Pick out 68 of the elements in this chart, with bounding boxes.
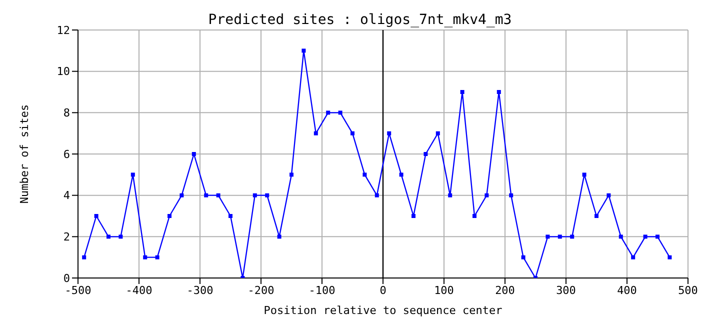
point: [606, 193, 611, 198]
y-tick-label: 10: [56, 65, 70, 78]
point: [546, 234, 550, 239]
point: [155, 255, 160, 260]
point: [594, 214, 598, 218]
point: [118, 234, 123, 239]
point: [460, 90, 464, 94]
point: [436, 131, 440, 136]
point: [643, 234, 648, 239]
point: [314, 131, 318, 136]
point: [277, 234, 282, 239]
x-tick-label: -400: [126, 284, 152, 297]
point: [656, 234, 660, 239]
point: [509, 193, 514, 198]
point: [326, 110, 330, 115]
point: [106, 234, 110, 239]
point: [448, 193, 452, 198]
y-tick-label: 12: [56, 24, 70, 37]
point: [496, 90, 501, 94]
point: [216, 193, 220, 198]
point: [424, 152, 428, 156]
point: [290, 172, 294, 177]
point: [570, 234, 574, 239]
point: [582, 172, 586, 177]
point: [387, 131, 392, 136]
point: [94, 214, 98, 218]
point: [631, 255, 636, 260]
point: [130, 172, 135, 177]
point: [618, 234, 623, 239]
y-tick-label: 6: [63, 148, 70, 161]
point: [180, 193, 184, 198]
y-tick-label: 2: [63, 230, 70, 244]
x-tick-label: 200: [495, 284, 515, 297]
point: [374, 193, 379, 198]
x-tick-label: -200: [248, 284, 274, 297]
point: [192, 152, 196, 156]
point: [228, 214, 232, 218]
point: [412, 214, 416, 218]
point: [252, 193, 257, 198]
y-axis-title: Number of sites: [18, 104, 31, 204]
point: [521, 255, 526, 260]
point: [472, 214, 476, 218]
point: [350, 131, 354, 136]
point: [484, 193, 489, 198]
point: [143, 255, 148, 260]
y-tick-label: 4: [63, 189, 70, 202]
x-tick-label: -500: [64, 284, 92, 297]
y-tick-label: 8: [63, 106, 70, 120]
x-tick-label: 0: [380, 284, 386, 297]
x-tick-label: 100: [434, 284, 454, 297]
x-tick-label: 400: [617, 284, 637, 297]
point: [338, 110, 342, 115]
point: [558, 234, 562, 239]
point: [362, 172, 367, 177]
x-axis-title: Position relative to sequence center: [264, 304, 503, 317]
chart-title: Predicted sites : oligos_7nt_mkv4_m3: [208, 12, 512, 28]
x-tick-label: 500: [678, 284, 698, 297]
x-tick-label: 300: [556, 284, 576, 297]
point: [168, 214, 172, 218]
x-tick-label: -300: [186, 284, 214, 297]
point: [204, 193, 208, 198]
point: [668, 255, 672, 260]
point: [302, 48, 306, 53]
y-tick-label: 0: [63, 272, 70, 285]
point: [399, 172, 404, 177]
point: [82, 255, 86, 260]
point: [265, 193, 270, 198]
x-tick-label: -100: [308, 284, 336, 297]
